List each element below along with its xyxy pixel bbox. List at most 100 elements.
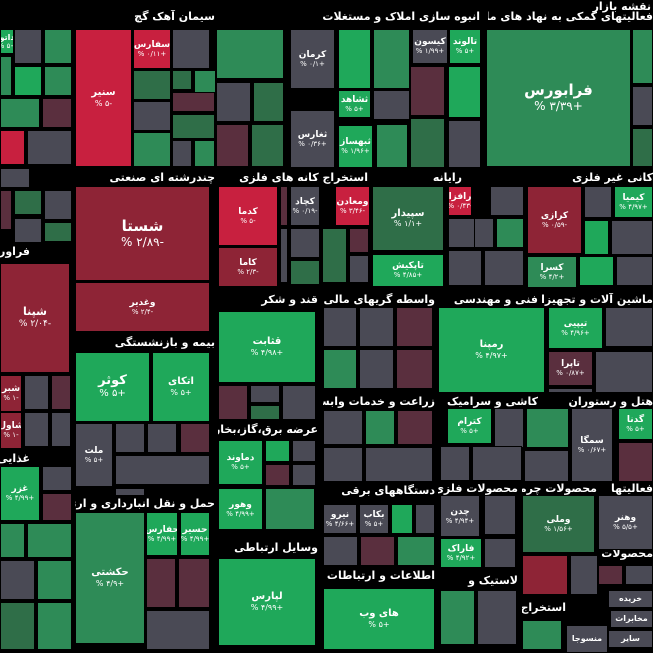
stock-tile[interactable] (265, 488, 315, 530)
stock-tile[interactable] (0, 130, 25, 165)
stock-tile[interactable]: رافزا-۰/۴۳ % (448, 186, 472, 216)
stock-tile[interactable]: کسرا +۴/۲ % (527, 256, 577, 288)
stock-tile[interactable]: وغدیر -۲/۴ % (75, 282, 210, 332)
stock-tile[interactable]: رمپنا +۴/۹۷ % (438, 307, 545, 393)
stock-tile[interactable]: حفارس +۴/۹۹ % (146, 512, 178, 556)
stock-tile[interactable] (280, 228, 288, 283)
stock-tile[interactable]: سنیر -۵ % (75, 29, 132, 167)
stock-tile[interactable] (194, 140, 215, 167)
stock-tile[interactable] (0, 168, 30, 188)
stock-tile[interactable] (172, 114, 215, 139)
stock-tile[interactable]: شاول-۱ % (0, 412, 22, 449)
stock-tile[interactable]: دماوند +۵ % (218, 440, 263, 485)
stock-tile[interactable] (323, 536, 358, 566)
stock-tile[interactable] (0, 190, 12, 230)
stock-tile[interactable] (14, 218, 42, 243)
stock-tile[interactable] (360, 536, 395, 566)
stock-tile[interactable] (280, 186, 288, 226)
stock-tile[interactable]: گدنا +۵ % (618, 408, 653, 440)
stock-tile[interactable] (632, 86, 653, 126)
stock-tile[interactable]: کترام +۵ % (447, 408, 492, 444)
stock-tile[interactable]: غزر +۴/۹۹ % (0, 466, 40, 521)
stock-tile[interactable]: مخابرات (610, 610, 653, 628)
stock-tile[interactable] (0, 523, 25, 558)
stock-tile[interactable]: کدما -۵ % (218, 186, 278, 246)
stock-tile[interactable]: ثشاهد +۵ % (338, 90, 371, 118)
stock-tile[interactable] (618, 442, 653, 482)
stock-tile[interactable] (44, 66, 72, 96)
stock-tile[interactable] (42, 98, 72, 128)
stock-tile[interactable] (625, 565, 653, 585)
stock-tile[interactable] (373, 29, 410, 89)
stock-tile[interactable] (522, 620, 562, 650)
stock-tile[interactable] (490, 186, 524, 216)
stock-tile[interactable] (172, 29, 210, 69)
stock-tile[interactable] (37, 602, 72, 650)
stock-tile[interactable] (323, 349, 357, 389)
stock-tile[interactable] (440, 590, 475, 645)
stock-tile[interactable] (133, 132, 171, 167)
stock-tile[interactable] (365, 410, 395, 445)
stock-tile[interactable] (410, 66, 445, 116)
stock-tile[interactable] (440, 446, 470, 481)
stock-tile[interactable] (0, 98, 40, 128)
stock-tile[interactable] (172, 70, 192, 90)
stock-tile[interactable] (448, 120, 481, 168)
stock-tile[interactable] (14, 29, 42, 64)
stock-tile[interactable] (42, 493, 72, 521)
stock-tile[interactable] (282, 385, 316, 420)
stock-tile[interactable]: کرمان +۰/۱ % (290, 29, 335, 89)
stock-tile[interactable]: خریده (608, 590, 653, 608)
stock-tile[interactable] (14, 66, 42, 96)
stock-tile[interactable] (598, 565, 623, 585)
stock-tile[interactable] (133, 101, 171, 131)
stock-tile[interactable] (397, 536, 435, 566)
stock-tile[interactable]: های وب +۵ % (323, 588, 435, 650)
stock-tile[interactable]: تاپرا +۰/۸۷ % (548, 351, 593, 386)
stock-tile[interactable]: حسیر +۴/۹۹ % (180, 512, 210, 556)
stock-tile[interactable] (477, 590, 517, 645)
stock-tile[interactable] (253, 82, 284, 122)
stock-tile[interactable] (396, 349, 433, 389)
stock-tile[interactable] (292, 464, 316, 486)
stock-tile[interactable]: منسوجا (566, 625, 608, 653)
stock-tile[interactable] (396, 307, 433, 347)
stock-tile[interactable] (376, 124, 408, 168)
stock-tile[interactable]: وهور +۴/۹۹ % (218, 488, 263, 530)
stock-tile[interactable] (611, 220, 653, 255)
stock-tile[interactable]: قثابت +۴/۹۸ % (218, 311, 316, 383)
stock-tile[interactable] (216, 124, 249, 167)
stock-tile[interactable] (27, 130, 72, 165)
stock-tile[interactable] (146, 610, 210, 650)
stock-tile[interactable] (323, 307, 357, 347)
stock-tile[interactable] (472, 446, 522, 481)
stock-tile[interactable] (265, 440, 290, 462)
stock-tile[interactable]: کیسون +۱/۹۹ % (412, 29, 448, 64)
stock-tile[interactable] (44, 29, 72, 64)
stock-tile[interactable] (0, 56, 12, 96)
stock-tile[interactable] (292, 440, 316, 462)
stock-tile[interactable]: بکاب +۵ % (359, 504, 389, 534)
stock-tile[interactable] (0, 602, 35, 650)
stock-tile[interactable] (146, 558, 176, 608)
stock-tile[interactable]: سپیدار +۱/۱ % (372, 186, 444, 251)
stock-tile[interactable] (632, 29, 653, 84)
stock-tile[interactable] (359, 307, 394, 347)
stock-tile[interactable] (147, 423, 177, 453)
stock-tile[interactable] (391, 504, 413, 534)
stock-tile[interactable] (44, 222, 72, 242)
stock-tile[interactable] (265, 464, 290, 486)
stock-tile[interactable]: سمگا +۰/۶۷ % (571, 408, 613, 482)
stock-tile[interactable] (570, 555, 598, 595)
stock-tile[interactable] (632, 128, 653, 167)
stock-tile[interactable] (51, 412, 71, 447)
stock-tile[interactable] (579, 256, 614, 286)
stock-tile[interactable]: ومعادن -۳/۴۶ % (335, 186, 370, 226)
stock-tile[interactable] (484, 538, 516, 568)
stock-tile[interactable] (584, 186, 612, 218)
stock-tile[interactable] (605, 307, 653, 347)
stock-tile[interactable] (24, 412, 49, 447)
stock-tile[interactable] (415, 504, 435, 534)
stock-tile[interactable] (484, 495, 516, 535)
stock-tile[interactable] (250, 385, 280, 403)
